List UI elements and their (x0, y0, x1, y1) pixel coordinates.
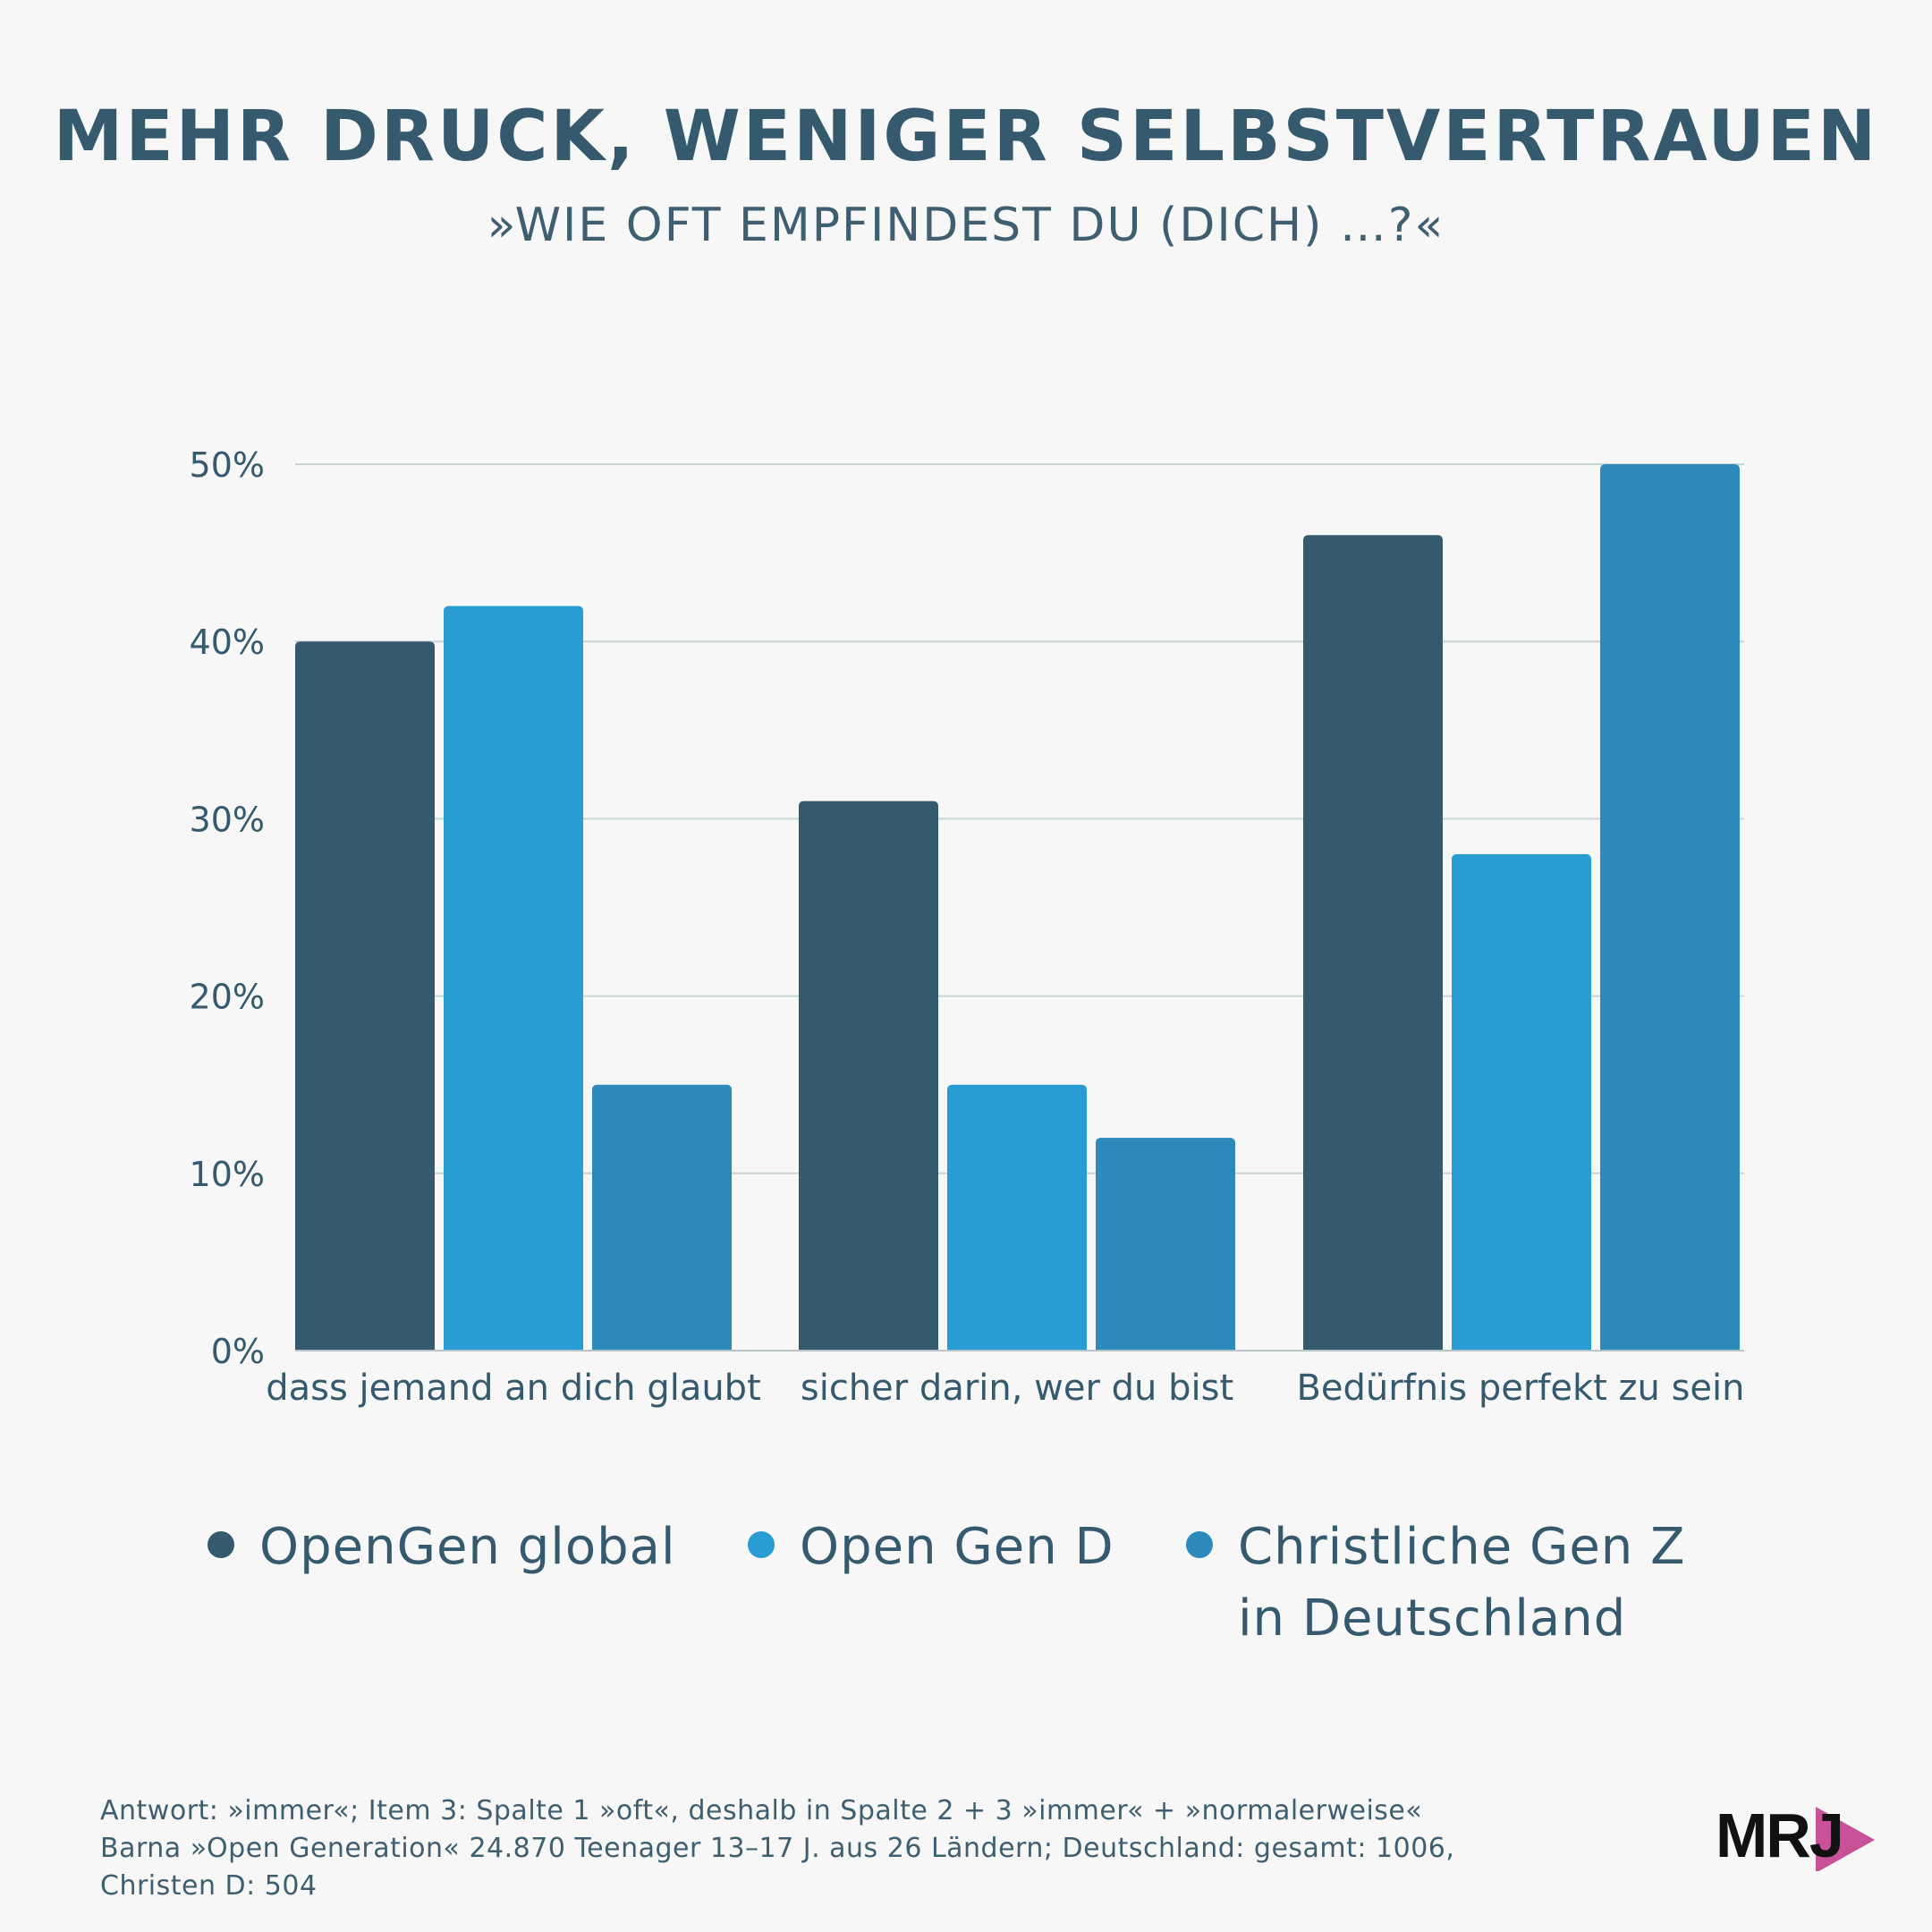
note-line: Barna »Open Generation« 24.870 Teenager … (100, 1833, 1455, 1864)
x-category-label: sicher darin, wer du bist (801, 1368, 1233, 1409)
legend-swatch-open-gen-d (748, 1531, 775, 1558)
logo-mark (1816, 1807, 1875, 1871)
chart-legend: OpenGen global Open Gen D Christliche Ge… (0, 1512, 1932, 1655)
bar (1096, 1138, 1235, 1351)
note-line: Antwort: »immer«; Item 3: Spalte 1 »oft«… (100, 1795, 1423, 1826)
legend-label: Christliche Gen Z (1238, 1518, 1686, 1576)
logo-text: MRJ (1716, 1801, 1844, 1870)
x-category-label: Bedürfnis perfekt zu sein (1296, 1368, 1744, 1409)
y-tick-label: 40% (190, 623, 265, 662)
bar (1452, 854, 1591, 1351)
legend-label: Open Gen D (800, 1518, 1114, 1576)
y-tick-label: 0% (211, 1332, 265, 1371)
bar (444, 606, 583, 1351)
y-tick-label: 50% (190, 445, 265, 485)
legend-item-open-gen-d: Open Gen D (748, 1512, 1114, 1583)
legend-swatch-opengen-global (208, 1531, 234, 1558)
legend-label: OpenGen global (259, 1518, 676, 1576)
chart-title: MEHR DRUCK, WENIGER SELBSTVERTRAUEN (53, 97, 1879, 177)
y-tick-label: 20% (190, 978, 265, 1017)
note-line: Christen D: 504 (100, 1870, 318, 1902)
legend-item-opengen-global: OpenGen global (208, 1512, 676, 1583)
bar (947, 1084, 1087, 1351)
y-tick-label: 10% (190, 1155, 265, 1194)
bar-chart: 0% 10% 20% 30% 40% 50% dass jemand an dich gla… (190, 445, 1745, 1409)
bar (1600, 464, 1740, 1351)
bar (799, 801, 938, 1351)
source-note: Antwort: »immer«; Item 3: Spalte 1 »oft«… (100, 1792, 1621, 1905)
chart-subtitle: »WIE OFT EMPFINDEST DU (DICH) …?« (487, 199, 1445, 252)
legend-swatch-christliche-gen-z (1186, 1531, 1213, 1558)
bar (592, 1084, 732, 1351)
legend-item-christliche-gen-z: Christliche Gen Z in Deutschland (1186, 1512, 1685, 1655)
bar (1303, 535, 1443, 1351)
x-category-label: dass jemand an dich glaubt (266, 1368, 761, 1409)
bar (295, 641, 435, 1351)
legend-label: in Deutschland (1238, 1589, 1627, 1648)
y-tick-label: 30% (190, 800, 265, 839)
mrj-logo: MRJ (1716, 1800, 1877, 1871)
